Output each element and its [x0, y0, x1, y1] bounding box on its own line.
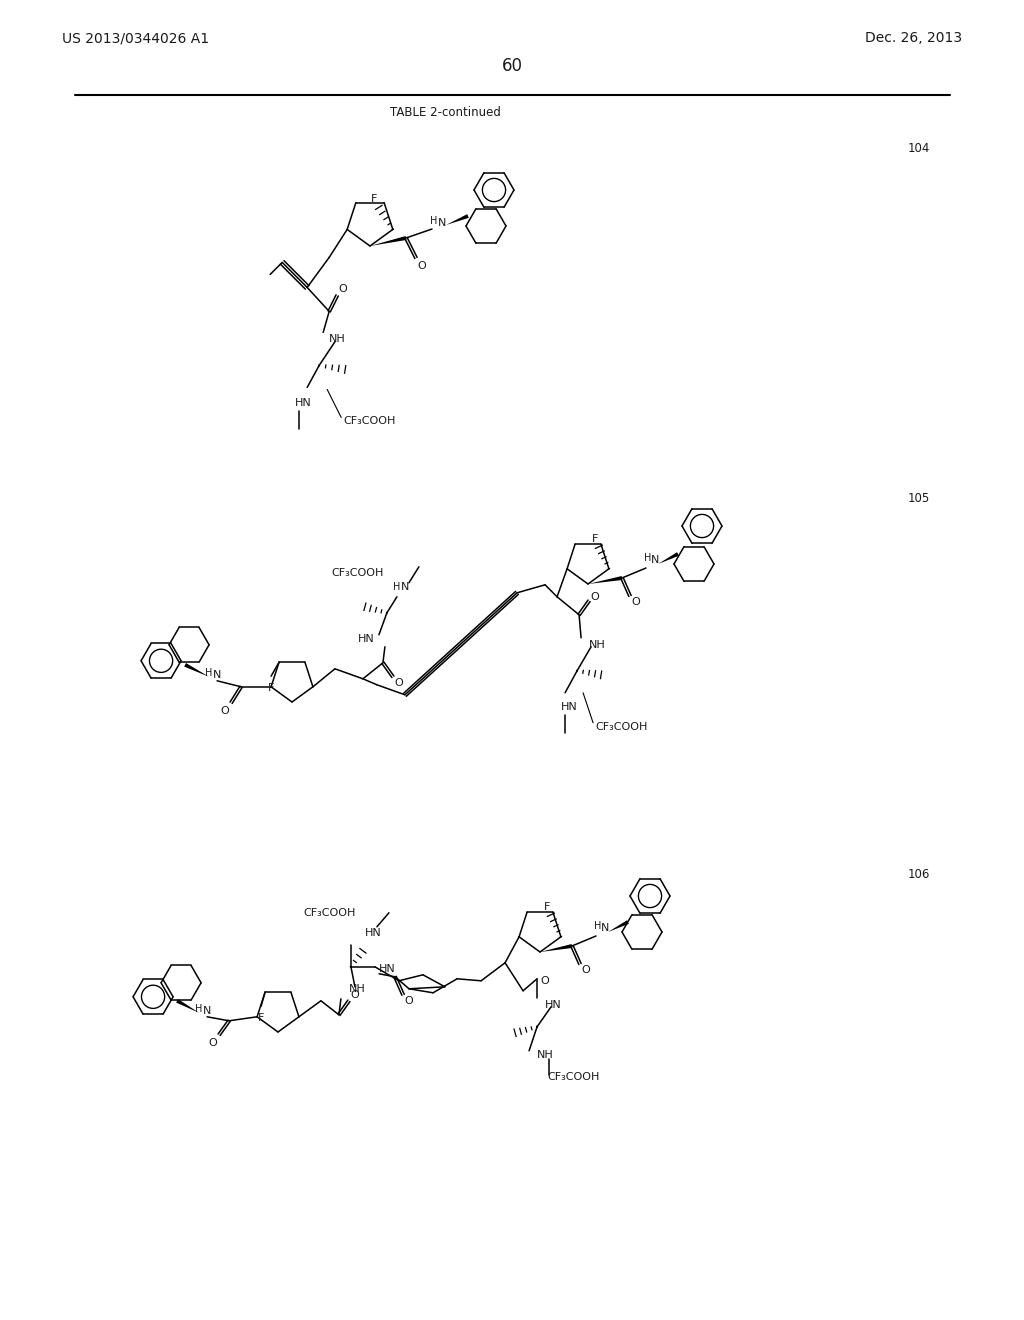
- Text: O: O: [541, 975, 550, 986]
- Text: F: F: [371, 194, 377, 205]
- Text: N: N: [601, 923, 609, 933]
- Polygon shape: [658, 552, 679, 564]
- Polygon shape: [608, 920, 629, 932]
- Text: NH: NH: [329, 334, 346, 345]
- Text: H: H: [393, 582, 400, 591]
- Text: TABLE 2-continued: TABLE 2-continued: [390, 106, 501, 119]
- Text: F: F: [592, 533, 598, 544]
- Text: H: H: [206, 668, 213, 677]
- Text: CF₃COOH: CF₃COOH: [547, 1072, 599, 1082]
- Text: 60: 60: [502, 57, 522, 75]
- Text: F: F: [544, 902, 550, 912]
- Polygon shape: [540, 944, 572, 952]
- Text: O: O: [418, 261, 426, 271]
- Text: NH: NH: [589, 640, 606, 649]
- Text: HN: HN: [365, 928, 382, 937]
- Text: H: H: [196, 1003, 203, 1014]
- Text: N: N: [438, 218, 446, 228]
- Polygon shape: [370, 236, 407, 246]
- Text: H: H: [594, 921, 602, 931]
- Text: CF₃COOH: CF₃COOH: [303, 908, 355, 917]
- Text: HN: HN: [295, 399, 312, 408]
- Text: H: H: [430, 216, 437, 226]
- Text: 105: 105: [908, 491, 930, 504]
- Text: HN: HN: [379, 964, 396, 974]
- Text: HN: HN: [358, 634, 375, 644]
- Text: HN: HN: [561, 702, 578, 711]
- Text: O: O: [221, 706, 229, 715]
- Text: 104: 104: [908, 141, 931, 154]
- Text: 106: 106: [908, 869, 931, 882]
- Text: N: N: [651, 554, 659, 565]
- Polygon shape: [588, 576, 623, 583]
- Text: NH: NH: [349, 983, 366, 994]
- Text: N: N: [400, 582, 410, 591]
- Text: O: O: [591, 591, 599, 602]
- Text: H: H: [644, 553, 651, 564]
- Text: O: O: [632, 597, 640, 607]
- Text: N: N: [213, 669, 221, 680]
- Text: Dec. 26, 2013: Dec. 26, 2013: [865, 30, 962, 45]
- Text: CF₃COOH: CF₃COOH: [343, 416, 395, 426]
- Text: O: O: [404, 995, 414, 1006]
- Text: N: N: [203, 1006, 211, 1016]
- Text: US 2013/0344026 A1: US 2013/0344026 A1: [62, 30, 209, 45]
- Text: CF₃COOH: CF₃COOH: [331, 568, 383, 578]
- Text: O: O: [394, 677, 403, 688]
- Text: F: F: [268, 684, 274, 693]
- Text: O: O: [582, 965, 591, 975]
- Text: NH: NH: [537, 1049, 554, 1060]
- Text: CF₃COOH: CF₃COOH: [595, 722, 647, 731]
- Polygon shape: [446, 214, 469, 224]
- Polygon shape: [184, 663, 209, 677]
- Text: F: F: [258, 1014, 264, 1023]
- Text: O: O: [350, 990, 359, 999]
- Text: O: O: [339, 284, 347, 294]
- Polygon shape: [176, 999, 199, 1012]
- Text: O: O: [209, 1038, 217, 1048]
- Text: HN: HN: [545, 999, 562, 1010]
